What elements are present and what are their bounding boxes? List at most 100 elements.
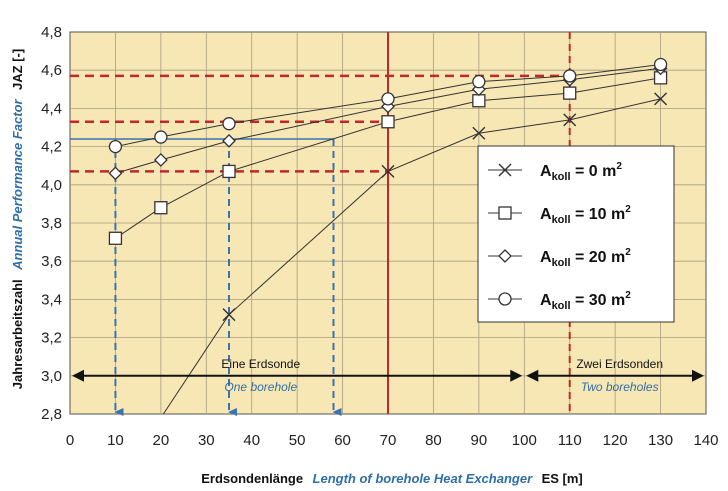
legend-label-sub: koll bbox=[552, 171, 571, 183]
legend-label-rest: = 30 m bbox=[571, 292, 626, 309]
marker-stroke bbox=[472, 126, 486, 140]
y-tick-label: 2,8 bbox=[41, 406, 62, 423]
legend-marker bbox=[498, 163, 512, 177]
legend-label-sub: koll bbox=[552, 257, 571, 269]
marker-stroke bbox=[498, 163, 512, 177]
legend-label-rest: = 20 m bbox=[571, 249, 626, 266]
data-point bbox=[222, 117, 236, 131]
y-axis-title: Jahresarbeitszahl Annual Performance Fac… bbox=[9, 49, 26, 389]
x-tick-label: 30 bbox=[198, 432, 215, 449]
data-point bbox=[153, 153, 168, 167]
x-tick-label: 40 bbox=[243, 432, 260, 449]
legend-label-main: A bbox=[540, 292, 552, 309]
data-point bbox=[654, 92, 668, 106]
region-arrow-head bbox=[526, 369, 539, 382]
series-markers bbox=[108, 57, 668, 322]
x-tick-label: 130 bbox=[648, 432, 673, 449]
legend-label: Akoll = 30 m2 bbox=[540, 290, 631, 312]
legend-label: Akoll = 10 m2 bbox=[540, 204, 631, 226]
region-arrow-head bbox=[692, 369, 704, 382]
legend-label-main: A bbox=[540, 249, 552, 266]
legend-label-sup: 2 bbox=[616, 161, 622, 172]
data-point bbox=[222, 133, 236, 148]
legend-marker bbox=[498, 292, 512, 306]
x-axis-title-unit: ES [m] bbox=[542, 471, 583, 486]
y-tick-label: 3,4 bbox=[41, 291, 62, 308]
data-point bbox=[472, 94, 486, 108]
x-tick-label: 0 bbox=[66, 432, 74, 449]
y-tick-label: 4,0 bbox=[41, 177, 62, 194]
region-arrow bbox=[526, 369, 704, 382]
region-label-de: Zwei Erdsonden bbox=[576, 357, 663, 371]
marker-stroke bbox=[381, 164, 395, 178]
x-tick-label: 50 bbox=[289, 432, 306, 449]
data-point bbox=[381, 115, 395, 129]
data-point bbox=[222, 308, 236, 322]
y-tick-label: 4,2 bbox=[41, 139, 62, 156]
x-tick-label: 20 bbox=[153, 432, 170, 449]
marker-stroke bbox=[654, 92, 668, 106]
legend-label: Akoll = 20 m2 bbox=[540, 247, 631, 269]
data-point bbox=[108, 166, 123, 181]
data-point bbox=[381, 164, 395, 178]
marker-stroke bbox=[222, 308, 236, 322]
x-tick-label: 80 bbox=[425, 432, 442, 449]
legend-entry: Akoll = 30 m2 bbox=[488, 290, 631, 312]
data-point bbox=[563, 69, 577, 83]
legend-label-sub: koll bbox=[552, 214, 571, 226]
data-point bbox=[222, 164, 236, 179]
tick-labels: 0 10 20 30 40 50 60 70 80 90 100 110 120 130 140 2,8 3,0… bbox=[41, 24, 718, 449]
data-point bbox=[563, 86, 577, 100]
legend-entry: Akoll = 10 m2 bbox=[488, 204, 631, 226]
data-point bbox=[108, 231, 123, 245]
region-label-en: Two boreholes bbox=[581, 380, 659, 394]
data-point bbox=[154, 201, 168, 215]
legend-label-rest: = 10 m bbox=[571, 206, 626, 223]
legend-label-main: A bbox=[540, 163, 552, 180]
x-tick-label: 100 bbox=[512, 432, 537, 449]
legend-label-main: A bbox=[540, 206, 552, 223]
legend-label-sup: 2 bbox=[625, 247, 631, 258]
y-tick-label: 4,6 bbox=[41, 62, 62, 79]
x-tick-label: 60 bbox=[334, 432, 351, 449]
x-axis-title-en: Length of borehole Heat Exchanger bbox=[313, 471, 534, 486]
region-label-en: One borehole bbox=[224, 380, 297, 394]
data-point bbox=[472, 75, 486, 89]
region-arrow bbox=[72, 369, 523, 382]
legend-label: Akoll = 0 m2 bbox=[540, 161, 622, 183]
y-axis-title-de: Jahresarbeitszahl bbox=[10, 279, 25, 389]
data-point bbox=[563, 113, 577, 127]
series-line bbox=[162, 98, 661, 415]
y-axis-title-en: Annual Performance Factor bbox=[10, 98, 25, 270]
region-label-de: Eine Erdsonde bbox=[221, 357, 300, 371]
data-point bbox=[381, 92, 395, 106]
y-tick-label: 3,8 bbox=[41, 215, 62, 232]
x-tick-label: 70 bbox=[380, 432, 397, 449]
data-point bbox=[108, 139, 123, 154]
x-tick-label: 90 bbox=[471, 432, 488, 449]
legend-entry: Akoll = 0 m2 bbox=[488, 161, 622, 183]
region-arrow-head bbox=[72, 369, 84, 382]
region-arrows: Eine Erdsonde One borehole Zwei Erdsonden T… bbox=[72, 357, 704, 394]
x-tick-label: 110 bbox=[558, 432, 582, 449]
marker-stroke bbox=[563, 113, 577, 127]
x-axis-title: Erdsondenlänge Length of borehole Heat E… bbox=[201, 470, 583, 487]
axis-titles: Erdsondenlänge Length of borehole Heat E… bbox=[9, 49, 583, 487]
y-axis-title-unit: JAZ [-] bbox=[10, 49, 25, 90]
legend-label-rest: = 0 m bbox=[571, 163, 617, 180]
legend-marker bbox=[498, 249, 512, 263]
data-point bbox=[653, 57, 668, 72]
legend-label-sup: 2 bbox=[625, 290, 631, 301]
data-point bbox=[154, 130, 168, 144]
legend-label-sup: 2 bbox=[625, 204, 631, 215]
x-tick-label: 10 bbox=[107, 432, 124, 449]
y-tick-label: 4,8 bbox=[41, 24, 62, 41]
y-tick-label: 3,6 bbox=[41, 253, 62, 270]
legend-label-sub: koll bbox=[552, 300, 571, 312]
x-axis-title-de: Erdsondenlänge bbox=[201, 471, 303, 486]
legend-entry: Akoll = 20 m2 bbox=[488, 247, 631, 269]
x-tick-label: 140 bbox=[693, 432, 718, 449]
x-tick-label: 120 bbox=[603, 432, 628, 449]
